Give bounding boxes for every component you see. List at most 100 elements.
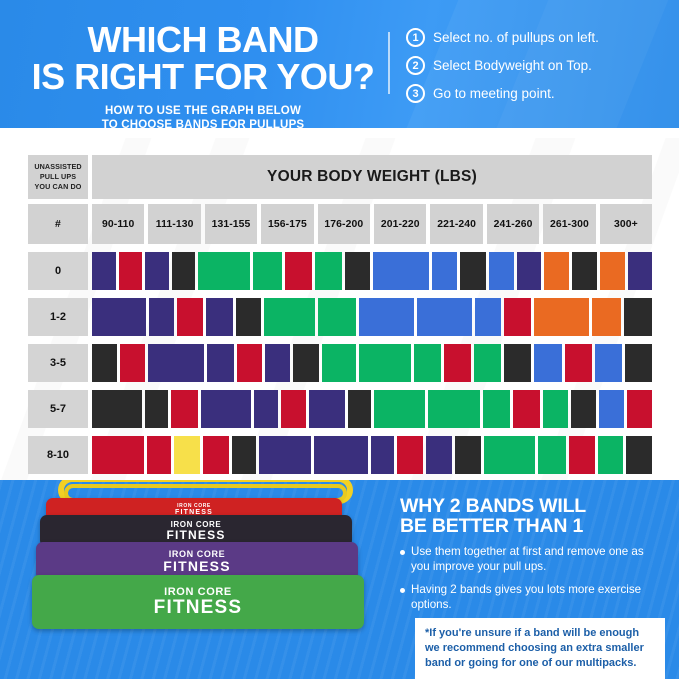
band-block-red xyxy=(147,436,172,474)
headline-line-2: IS RIGHT FOR YOU? xyxy=(31,56,375,97)
subheadline-line-1: HOW TO USE THE GRAPH BELOW xyxy=(104,105,302,117)
table-row: 3-5 xyxy=(28,344,653,382)
step-item-3: 3 Go to meeting point. xyxy=(406,84,671,103)
band-block-purple xyxy=(628,252,652,290)
band-block-purple xyxy=(148,344,204,382)
band-block-green xyxy=(359,344,411,382)
subheadline: HOW TO USE THE GRAPH BELOW TO CHOOSE BAN… xyxy=(28,104,378,128)
step-number-badge-1: 1 xyxy=(406,28,425,47)
band-block-green xyxy=(314,252,342,290)
corner-label-line-3: YOU CAN DO xyxy=(34,181,82,191)
step-text-3: Go to meeting point. xyxy=(433,86,555,101)
headline-group: WHICH BAND IS RIGHT FOR YOU? HOW TO USE … xyxy=(28,19,378,129)
band-block-red xyxy=(118,252,142,290)
band-chart-section: UNASSISTED PULL UPS YOU CAN DO YOUR BODY… xyxy=(0,128,679,480)
band-block-purple xyxy=(92,298,147,336)
band-block-red xyxy=(443,344,472,382)
band-block-green xyxy=(321,344,357,382)
band-block-red xyxy=(564,344,592,382)
band-block-red xyxy=(285,252,312,290)
headline-line-1: WHICH BAND xyxy=(87,19,319,60)
row-label-5-7: 5-7 xyxy=(28,390,88,428)
band-block-black xyxy=(460,252,486,290)
column-header-241-260: 241-260 xyxy=(486,204,540,244)
band-block-red xyxy=(280,390,306,428)
band-block-orange xyxy=(600,252,626,290)
band-block-red xyxy=(236,344,263,382)
band-block-red xyxy=(120,344,146,382)
band-block-black xyxy=(92,344,118,382)
green-band: IRON CORE FITNESS xyxy=(32,575,364,629)
row-label-0: 0 xyxy=(28,252,88,290)
band-block-black xyxy=(92,390,143,428)
band-block-blue xyxy=(594,344,622,382)
band-block-black xyxy=(571,252,598,290)
header-banner: WHICH BAND IS RIGHT FOR YOU? HOW TO USE … xyxy=(0,0,679,128)
band-block-blue xyxy=(488,252,514,290)
list-item: Having 2 bands gives you lots more exerc… xyxy=(400,582,662,612)
table-header-row-top: UNASSISTED PULL UPS YOU CAN DO YOUR BODY… xyxy=(28,155,652,199)
band-block-blue xyxy=(416,298,472,336)
band-block-blue xyxy=(373,252,430,290)
bottom-promo-section: IRON CORE FITNESS IRON CORE FITNESS IRON… xyxy=(0,480,679,679)
list-item: Use them together at first and remove on… xyxy=(400,544,662,574)
table-row: 5-7 xyxy=(28,390,652,428)
band-block-purple xyxy=(258,436,312,474)
band-block-red xyxy=(92,436,145,474)
row-label-8-10: 8-10 xyxy=(28,436,88,474)
red-band-logo-line-2: FITNESS xyxy=(175,509,213,516)
band-blocks-row-0 xyxy=(92,252,652,290)
column-header-261-300: 261-300 xyxy=(543,204,596,244)
band-block-purple xyxy=(517,252,541,290)
bullet-dot-icon xyxy=(400,588,405,594)
band-block-orange xyxy=(543,252,569,290)
why-bullet-2: Having 2 bands gives you lots more exerc… xyxy=(411,583,642,612)
band-block-blue xyxy=(432,252,458,290)
band-block-purple xyxy=(149,298,174,336)
black-band: IRON CORE FITNESS xyxy=(40,515,352,547)
band-block-orange xyxy=(592,298,621,336)
band-block-red xyxy=(171,390,199,428)
band-block-yellow xyxy=(174,436,201,474)
band-block-green xyxy=(373,390,425,428)
purple-band: IRON CORE FITNESS xyxy=(36,542,358,580)
band-block-green xyxy=(482,390,510,428)
band-block-black xyxy=(171,252,195,290)
column-header-221-240: 221-240 xyxy=(430,204,483,244)
black-band-logo-line-2: FITNESS xyxy=(166,528,226,542)
corner-label-line-1: UNASSISTED xyxy=(34,162,82,172)
step-text-1: Select no. of pullups on left. xyxy=(433,30,599,45)
disclaimer-note-box: *If you're unsure if a band will be enou… xyxy=(415,618,665,679)
why-bullet-1: Use them together at first and remove on… xyxy=(411,545,644,574)
band-block-black xyxy=(626,436,652,474)
why-title-line-1: WHY 2 BANDS WILL xyxy=(400,495,587,517)
corner-axis-label: UNASSISTED PULL UPS YOU CAN DO xyxy=(28,155,88,199)
table-row: 1-2 xyxy=(28,298,653,336)
black-band-logo-line-1: IRON CORE xyxy=(170,520,222,529)
band-block-red xyxy=(626,390,652,428)
band-block-black xyxy=(293,344,319,382)
why-title: WHY 2 BANDS WILL BE BETTER THAN 1 xyxy=(400,496,662,536)
band-block-purple xyxy=(370,436,395,474)
band-block-red xyxy=(397,436,424,474)
band-block-green xyxy=(542,390,568,428)
band-block-purple xyxy=(308,390,345,428)
band-block-black xyxy=(570,390,596,428)
band-blocks-row-4 xyxy=(92,436,652,474)
band-block-black xyxy=(145,390,169,428)
band-block-red xyxy=(568,436,595,474)
product-bands-image: IRON CORE FITNESS IRON CORE FITNESS IRON… xyxy=(30,480,380,670)
column-header-hash: # xyxy=(28,204,88,244)
step-number-badge-3: 3 xyxy=(406,84,425,103)
red-band-logo: IRON CORE FITNESS xyxy=(175,504,213,517)
purple-band-logo: IRON CORE FITNESS xyxy=(163,549,231,573)
band-block-purple xyxy=(145,252,169,290)
band-block-green xyxy=(538,436,566,474)
band-block-purple xyxy=(206,298,233,336)
why-bullet-list: Use them together at first and remove on… xyxy=(400,544,662,612)
band-block-purple xyxy=(265,344,291,382)
band-block-green xyxy=(597,436,624,474)
band-block-blue xyxy=(358,298,414,336)
column-header-111-130: 111-130 xyxy=(148,204,201,244)
